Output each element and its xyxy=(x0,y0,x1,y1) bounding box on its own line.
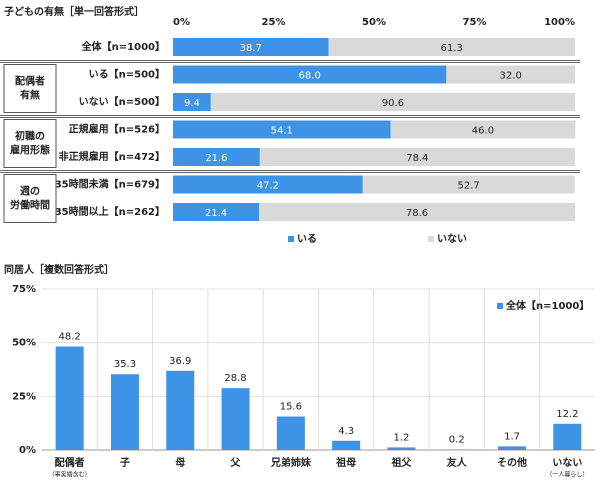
value-label: 4.3 xyxy=(338,426,354,437)
x-tick-label: 友人 xyxy=(447,456,468,469)
x-tick-label: 父 xyxy=(230,457,242,469)
category-label: 35時間以上【n=262】 xyxy=(55,205,165,218)
legend-swatch xyxy=(428,236,434,242)
bar xyxy=(553,423,582,450)
category-label: いる【n=500】 xyxy=(89,68,165,81)
value-label: 9.4 xyxy=(184,98,200,109)
x-tick-label: 0% xyxy=(173,17,190,28)
bar-segment xyxy=(328,38,575,56)
value-label: 0.2 xyxy=(449,435,465,446)
bar-segment xyxy=(173,175,363,194)
group-box xyxy=(3,64,57,113)
group-box xyxy=(3,119,57,168)
x-tick-sublabel: （事実婚含む） xyxy=(49,471,91,479)
x-tick-label: 母 xyxy=(175,457,185,469)
bar-segment xyxy=(362,175,575,194)
bar xyxy=(276,416,305,450)
x-tick-label: 祖母 xyxy=(335,456,356,469)
bar xyxy=(55,346,84,450)
value-label: 54.1 xyxy=(271,126,293,137)
group-label: 有無 xyxy=(20,89,40,102)
bar-segment xyxy=(446,65,575,84)
bar-segment xyxy=(173,38,329,56)
x-tick-label: 祖父 xyxy=(390,456,412,469)
bar xyxy=(387,447,416,450)
legend-swatch xyxy=(497,303,503,309)
bar xyxy=(498,446,527,450)
value-label: 78.4 xyxy=(406,153,428,164)
bar-segment xyxy=(173,93,211,111)
value-label: 21.6 xyxy=(205,153,227,164)
value-label: 52.7 xyxy=(458,181,480,192)
legend-label: いる xyxy=(297,233,317,245)
bar-segment xyxy=(173,148,260,166)
group-label: 初職の xyxy=(15,130,45,143)
value-label: 32.0 xyxy=(500,71,522,82)
x-tick-label: 75% xyxy=(463,17,487,28)
group-label: 労働時間 xyxy=(10,199,50,212)
bar xyxy=(221,388,250,450)
value-label: 61.3 xyxy=(441,43,463,54)
bar-segment xyxy=(210,93,575,111)
group-box xyxy=(3,174,57,223)
x-tick-label: 50% xyxy=(362,17,386,28)
value-label: 1.2 xyxy=(393,432,409,443)
legend-swatch xyxy=(288,236,294,242)
value-label: 21.4 xyxy=(205,208,227,219)
value-label: 15.6 xyxy=(280,402,302,413)
bar-segment xyxy=(259,203,575,221)
group-label: 雇用形態 xyxy=(10,144,50,157)
x-tick-sublabel: （一人暮らし） xyxy=(546,471,588,479)
group-label: 週の xyxy=(20,186,40,198)
y-tick-label: 0% xyxy=(19,445,36,456)
value-label: 47.2 xyxy=(257,181,279,192)
chart-title: 子どもの有無［単一回答形式］ xyxy=(4,5,144,18)
x-tick-label: その他 xyxy=(497,456,527,469)
y-tick-label: 25% xyxy=(12,391,36,402)
category-label: 35時間未満【n=679】 xyxy=(55,178,165,191)
value-label: 35.3 xyxy=(114,359,136,370)
x-tick-label: 兄弟姉妹 xyxy=(270,456,312,469)
x-tick-label: 100% xyxy=(544,17,575,28)
y-tick-label: 50% xyxy=(12,338,36,349)
value-label: 46.0 xyxy=(472,126,494,137)
bar-segment xyxy=(173,120,391,139)
bar xyxy=(166,370,195,450)
category-label: 全体【n=1000】 xyxy=(81,40,165,53)
legend-label: いない xyxy=(437,233,467,245)
value-label: 36.9 xyxy=(169,356,191,367)
x-tick-label: 子 xyxy=(120,457,130,469)
x-tick-label: 25% xyxy=(262,17,286,28)
value-label: 38.7 xyxy=(240,43,262,54)
bar-segment xyxy=(173,203,260,221)
legend-label: 全体【n=1000】 xyxy=(505,299,589,312)
value-label: 78.6 xyxy=(406,208,428,219)
y-tick-label: 75% xyxy=(12,284,36,295)
category-label: 非正規雇用【n=472】 xyxy=(59,150,165,163)
bar xyxy=(332,440,361,450)
bar-segment xyxy=(173,65,447,84)
value-label: 1.7 xyxy=(504,431,520,442)
value-label: 68.0 xyxy=(299,71,321,82)
bar-segment xyxy=(390,120,576,139)
bar xyxy=(110,374,139,450)
category-label: 正規雇用【n=526】 xyxy=(69,123,165,136)
group-label: 配偶者 xyxy=(15,75,45,88)
category-label: いない【n=500】 xyxy=(79,95,165,108)
x-tick-label: いない xyxy=(552,457,582,469)
value-label: 28.8 xyxy=(224,373,246,384)
chart-title: 同居人［複数回答形式］ xyxy=(4,263,114,276)
x-tick-label: 配偶者 xyxy=(55,456,85,469)
value-label: 12.2 xyxy=(556,409,578,420)
value-label: 48.2 xyxy=(59,332,81,343)
bar-segment xyxy=(259,148,575,166)
value-label: 90.6 xyxy=(382,98,404,109)
